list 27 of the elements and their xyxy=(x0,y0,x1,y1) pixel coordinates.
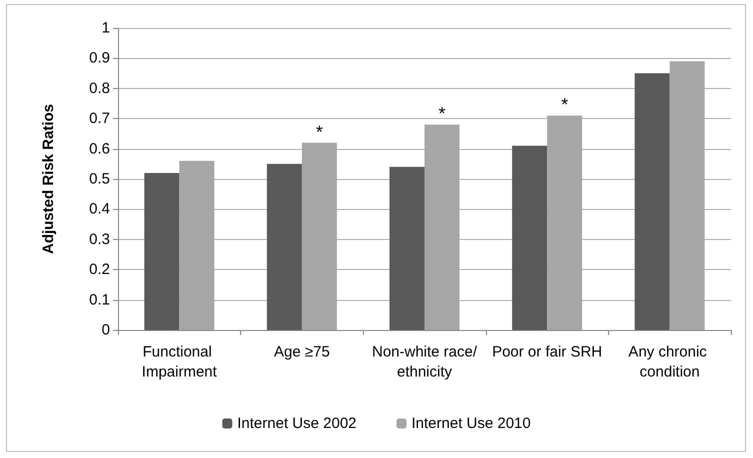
y-tick-label: 0.1 xyxy=(89,291,110,308)
bar xyxy=(144,172,180,330)
x-tick-label: Age ≥75 xyxy=(274,344,330,360)
x-tick-label: Any chronic condition xyxy=(628,344,711,380)
y-tick-label: 0.4 xyxy=(89,200,110,218)
bar xyxy=(266,164,302,330)
x-tick-label: Functional Impairment xyxy=(142,344,218,380)
annotation: * xyxy=(316,122,323,142)
bar xyxy=(512,146,548,330)
bar xyxy=(634,73,670,330)
y-tick-label: 0.3 xyxy=(89,230,110,248)
bar xyxy=(390,166,424,330)
y-tick-label: 0.9 xyxy=(89,50,110,67)
y-tick-label: 0 xyxy=(102,322,110,338)
y-tick-label: 0.7 xyxy=(89,110,110,128)
y-axis-title: Adjusted Risk Ratios xyxy=(40,104,57,254)
y-tick-label: 0.5 xyxy=(89,170,110,188)
legend-label: Internet Use 2002 xyxy=(237,415,357,432)
annotation: * xyxy=(561,94,568,115)
x-tick-label: Non-white race/ethnicity xyxy=(372,344,478,380)
y-tick-label: 1 xyxy=(102,20,110,36)
legend-label: Internet Use 2010 xyxy=(412,415,531,432)
y-tick-label: 0.2 xyxy=(89,261,110,278)
y-tick-label: 0.8 xyxy=(89,80,110,97)
x-tick-label: Poor or fair SRH xyxy=(492,344,602,360)
y-tick-label: 0.6 xyxy=(89,140,110,158)
annotation: * xyxy=(438,104,446,124)
